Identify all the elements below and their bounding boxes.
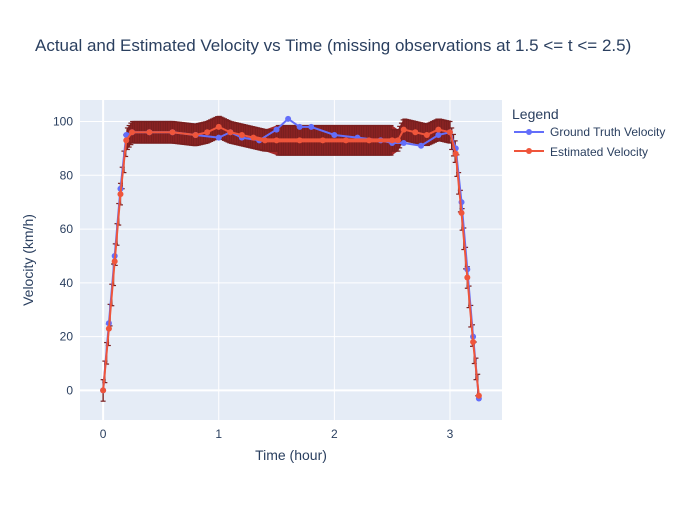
- ground-truth-point: [418, 142, 425, 149]
- estimated-point: [215, 123, 222, 130]
- legend-swatch-estimated-marker: [526, 148, 532, 154]
- ground-truth-point: [435, 131, 442, 138]
- estimated-line-emphasis: [252, 135, 398, 143]
- estimated-point: [412, 129, 419, 136]
- estimated-point: [169, 129, 176, 136]
- legend-item-ground-truth[interactable]: Ground Truth Velocity: [514, 125, 665, 139]
- y-axis-label: Velocity (km/h): [20, 214, 36, 306]
- estimated-point: [238, 131, 245, 138]
- estimated-point: [105, 325, 112, 332]
- x-axis-label: Time (hour): [255, 447, 327, 463]
- estimated-point: [123, 137, 130, 144]
- ground-truth-point: [296, 123, 303, 130]
- estimated-point: [100, 387, 107, 394]
- y-tick-label: 20: [60, 330, 74, 344]
- estimated-point: [129, 129, 136, 136]
- estimated-point: [452, 150, 459, 157]
- legend[interactable]: Legend Ground Truth Velocity Estimated V…: [512, 106, 665, 159]
- tick-labels: 0 1 2 3 0 20 40 60 80 100: [53, 115, 454, 441]
- legend-label-ground-truth: Ground Truth Velocity: [550, 125, 665, 139]
- estimated-point: [458, 209, 465, 216]
- ground-truth-point: [400, 140, 407, 147]
- x-tick-label: 1: [215, 427, 222, 441]
- ground-truth-point: [123, 131, 130, 138]
- estimated-point: [470, 339, 477, 346]
- series-lines: [100, 115, 482, 402]
- estimated-point: [423, 131, 430, 138]
- ground-truth-point: [285, 115, 292, 122]
- estimated-point: [446, 129, 453, 136]
- x-tick-label: 2: [331, 427, 338, 441]
- legend-item-estimated[interactable]: Estimated Velocity: [514, 145, 648, 159]
- y-tick-label: 80: [60, 168, 74, 182]
- estimated-point: [435, 126, 442, 133]
- ground-truth-point: [308, 123, 315, 130]
- legend-swatch-ground-truth-marker: [526, 129, 532, 135]
- estimated-point: [192, 131, 199, 138]
- estimated-point: [111, 258, 118, 265]
- ground-truth-point: [273, 126, 280, 133]
- chart-title: Actual and Estimated Velocity vs Time (m…: [35, 36, 631, 55]
- estimated-point: [227, 129, 234, 136]
- legend-title: Legend: [512, 106, 559, 122]
- estimated-point: [475, 392, 482, 399]
- y-tick-label: 0: [66, 383, 73, 397]
- ground-truth-point: [331, 131, 338, 138]
- estimated-point: [117, 191, 124, 198]
- x-tick-label: 0: [100, 427, 107, 441]
- ground-truth-point: [215, 134, 222, 141]
- grid-lines: [80, 100, 502, 420]
- x-tick-label: 3: [447, 427, 454, 441]
- estimated-point: [204, 129, 211, 136]
- y-tick-label: 100: [53, 115, 73, 129]
- y-tick-label: 60: [60, 222, 74, 236]
- y-tick-label: 40: [60, 276, 74, 290]
- legend-label-estimated: Estimated Velocity: [550, 145, 648, 159]
- estimated-point: [400, 126, 407, 133]
- estimated-point: [146, 129, 153, 136]
- estimated-point: [464, 274, 471, 281]
